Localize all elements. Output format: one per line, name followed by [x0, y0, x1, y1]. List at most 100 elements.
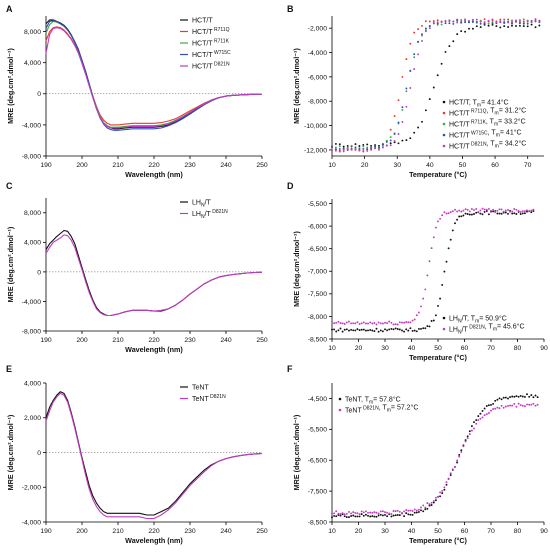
- data-point: [390, 513, 393, 515]
- x-tick-label: 190: [40, 528, 52, 535]
- data-point: [502, 210, 505, 213]
- data-point: [530, 23, 533, 26]
- data-point: [441, 214, 444, 217]
- data-point: [440, 62, 443, 65]
- data-point: [526, 210, 528, 213]
- data-point: [534, 26, 537, 29]
- data-point: [371, 511, 374, 514]
- legend-suffix: /T: [462, 327, 469, 334]
- data-point: [439, 297, 442, 300]
- x-tick-label: 80: [514, 528, 522, 535]
- legend-superscript: R711Q: [213, 27, 230, 33]
- data-point: [454, 222, 456, 225]
- data-point: [397, 99, 400, 102]
- data-point: [350, 515, 353, 517]
- data-point: [492, 402, 495, 405]
- data-point: [426, 274, 429, 277]
- data-point: [421, 34, 423, 37]
- legend-label: HCT/T R711K: [192, 39, 230, 48]
- data-point: [428, 325, 431, 328]
- panel-letter: D: [287, 181, 294, 191]
- data-point: [447, 477, 450, 480]
- data-point: [437, 495, 439, 498]
- series-line: [45, 20, 263, 131]
- data-point: [475, 419, 478, 422]
- data-point: [464, 18, 467, 21]
- data-point: [500, 398, 503, 401]
- data-point: [509, 404, 512, 407]
- data-point: [481, 207, 484, 210]
- panel-E: E 190 200 210 220 230 240 250 -4,000 -2,000 0 2,000…: [6, 364, 268, 545]
- data-point: [436, 21, 439, 24]
- data-point: [479, 26, 482, 29]
- data-point: [397, 121, 400, 124]
- x-tick-label: 240: [220, 337, 232, 344]
- data-point: [496, 212, 499, 215]
- x-tick-label: 20: [361, 162, 369, 169]
- data-point: [449, 238, 452, 241]
- data-point: [373, 330, 376, 333]
- x-tick-label: 50: [459, 162, 467, 169]
- data-point: [460, 21, 463, 23]
- data-point: [409, 87, 412, 89]
- legend-tm: , T: [469, 100, 478, 107]
- data-point: [439, 495, 442, 498]
- data-point: [443, 486, 446, 489]
- data-point: [471, 20, 474, 23]
- data-point: [342, 145, 345, 148]
- legend-superscript: D821N: [362, 406, 379, 412]
- legend-marker: [442, 133, 446, 137]
- legend-label: TeNT, Tm= 57.8°C: [345, 396, 401, 406]
- y-tick-label: -6,000: [308, 223, 327, 230]
- data-point: [384, 328, 386, 331]
- data-point: [424, 508, 427, 511]
- legend-superscript: R711K: [470, 120, 487, 126]
- data-point: [367, 514, 369, 517]
- legend-tm-sub: m: [495, 110, 499, 116]
- y-axis-title: MRE (deg.cm².dmol⁻¹): [292, 48, 301, 124]
- data-point: [394, 514, 397, 517]
- data-point: [434, 499, 437, 502]
- data-point: [503, 18, 506, 21]
- y-axis-title: MRE (deg.cm².dmol⁻¹): [6, 226, 15, 302]
- data-point: [511, 20, 513, 23]
- legend-tm: , T: [486, 108, 495, 115]
- legend-tm-value: = 34.2°C: [499, 140, 527, 148]
- data-point: [394, 510, 397, 513]
- data-point: [503, 25, 506, 28]
- data-point: [405, 509, 408, 511]
- data-point: [356, 512, 359, 515]
- data-point: [456, 21, 459, 24]
- data-point: [334, 142, 337, 145]
- data-point: [479, 417, 482, 420]
- data-point: [534, 18, 537, 21]
- data-point: [487, 22, 490, 25]
- legend-marker: [338, 408, 342, 412]
- data-point: [413, 508, 416, 511]
- legend-subscript: N: [458, 319, 462, 325]
- x-tick-label: 250: [256, 162, 268, 169]
- data-point: [375, 327, 378, 330]
- data-point: [481, 409, 484, 412]
- legend-subscript: N: [201, 203, 205, 209]
- data-point: [513, 212, 516, 215]
- data-point: [389, 128, 392, 131]
- data-point: [362, 514, 365, 517]
- data-point: [381, 322, 384, 325]
- data-point: [494, 211, 497, 213]
- x-tick-label: 70: [524, 162, 532, 169]
- data-point: [401, 108, 404, 111]
- data-point: [507, 404, 509, 407]
- legend-name: TeNT: [192, 385, 209, 392]
- data-point: [536, 396, 539, 399]
- data-point: [350, 147, 353, 150]
- legend-name: HCT/T: [449, 133, 470, 140]
- data-point: [341, 512, 344, 515]
- data-point: [430, 501, 433, 504]
- legend-label: HCT/T R711K, Tm= 33.2°C: [449, 118, 526, 129]
- data-point: [403, 330, 406, 333]
- data-point: [466, 213, 469, 215]
- data-point: [451, 210, 454, 213]
- data-point: [534, 394, 537, 397]
